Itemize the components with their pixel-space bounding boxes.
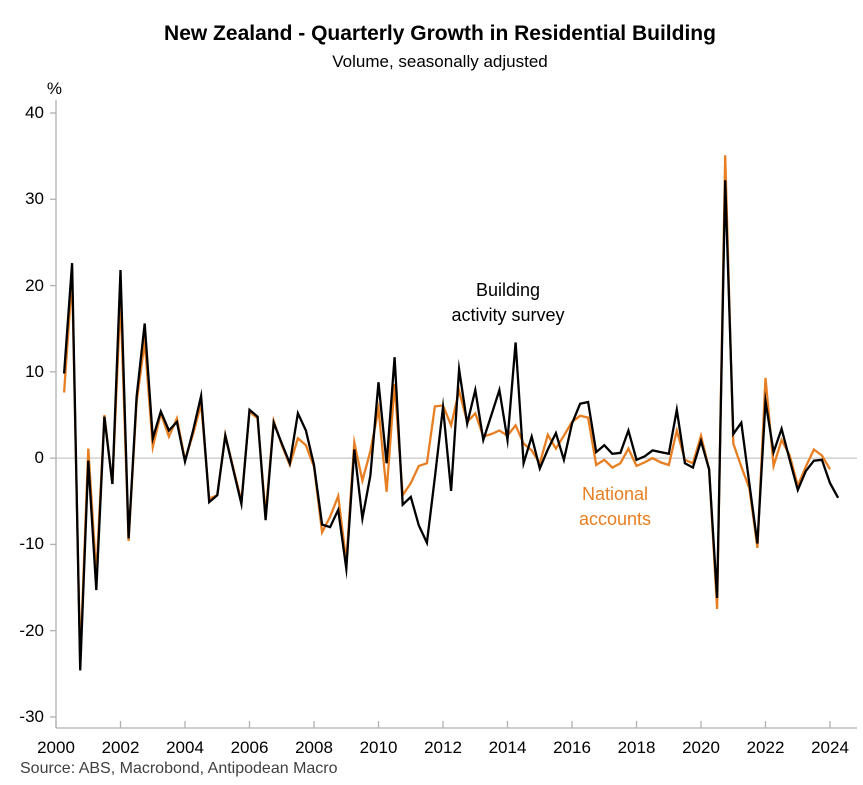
x-tick-label: 2000: [37, 738, 75, 757]
x-tick-label: 2018: [617, 738, 656, 757]
source-text: Source: ABS, Macrobond, Antipodean Macro: [20, 760, 338, 777]
x-tick-label: 2016: [553, 738, 591, 757]
chart-subtitle: Volume, seasonally adjusted: [332, 52, 548, 71]
annotation-accounts-line1: National: [581, 484, 649, 504]
x-tick-label: 2006: [230, 738, 269, 757]
chart-title: New Zealand - Quarterly Growth in Reside…: [164, 22, 716, 45]
y-tick-label: 30: [25, 189, 44, 209]
y-tick-label: 40: [25, 103, 44, 122]
y-tick-label: 10: [25, 361, 44, 381]
x-tick-label: 2012: [424, 738, 462, 757]
annotation-accounts-line2: accounts: [578, 509, 652, 529]
annotation-survey-line2: activity survey: [451, 305, 565, 325]
x-tick-label: 2004: [166, 738, 204, 757]
x-tick-label: 2022: [746, 738, 785, 757]
x-tick-label: 2002: [101, 738, 140, 757]
y-tick-label: 0: [34, 448, 44, 468]
annotation-building-activity-survey: Building activity survey: [427, 278, 589, 328]
x-tick-label: 2014: [488, 738, 527, 757]
y-axis-unit-label: %: [46, 79, 62, 98]
annotation-national-accounts: National accounts: [534, 482, 696, 532]
annotation-survey-line1: Building: [475, 280, 541, 300]
x-tick-label: 2024: [811, 738, 849, 757]
series-line-national-accounts: [62, 155, 831, 661]
y-tick-label: 20: [25, 275, 44, 295]
y-tick-label: -20: [19, 620, 44, 640]
x-tick-label: 2010: [359, 738, 398, 757]
y-tick-label: -30: [19, 706, 44, 726]
x-tick-label: 2020: [682, 738, 720, 757]
y-tick-label: -10: [19, 534, 44, 554]
series-line-building-activity-survey: [62, 180, 840, 671]
x-tick-label: 2008: [295, 738, 333, 757]
